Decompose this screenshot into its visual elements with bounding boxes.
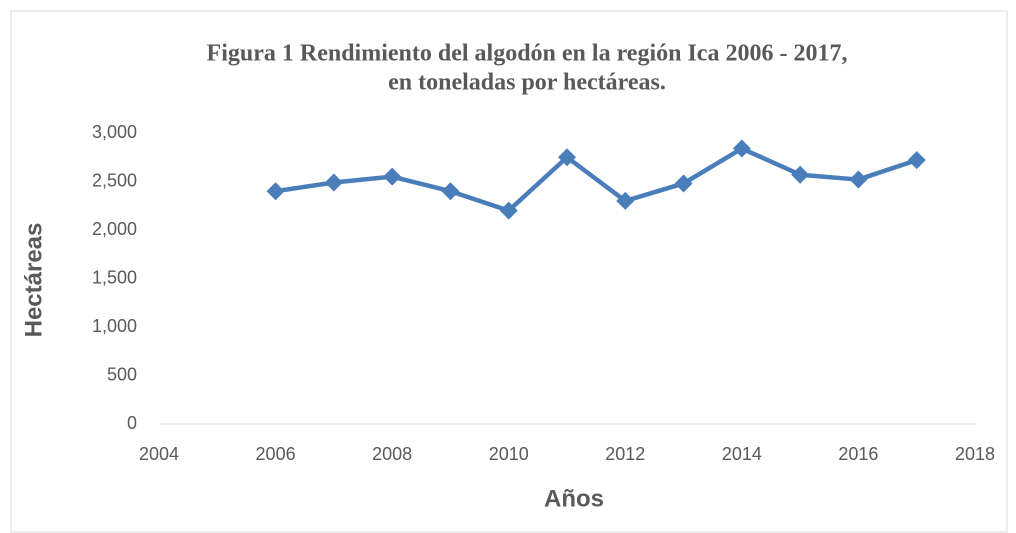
data-point <box>849 170 868 189</box>
data-point <box>266 182 285 201</box>
x-tick-label: 2004 <box>139 444 179 464</box>
data-point <box>558 148 576 167</box>
x-tick-label: 2016 <box>838 444 878 464</box>
y-tick-label: 500 <box>107 364 137 384</box>
data-point <box>616 191 635 210</box>
chart-title: en toneladas por hectáreas. <box>388 70 666 96</box>
data-point <box>441 182 460 201</box>
y-tick-label: 1,000 <box>92 316 137 336</box>
data-point <box>499 201 518 220</box>
y-axis-title: Hectáreas <box>20 223 47 338</box>
data-point <box>791 165 810 184</box>
data-point <box>732 139 751 158</box>
chart-frame <box>10 10 1008 533</box>
x-axis-title: Años <box>544 485 604 512</box>
y-tick-label: 2,000 <box>92 219 137 239</box>
data-point <box>324 173 343 192</box>
data-point <box>907 151 926 170</box>
y-tick-label: 3,000 <box>92 122 137 142</box>
data-point <box>674 174 693 193</box>
x-tick-label: 2012 <box>605 444 645 464</box>
x-tick-label: 2010 <box>489 444 529 464</box>
y-tick-label: 2,500 <box>92 170 137 190</box>
data-point <box>383 167 402 186</box>
y-tick-label: 0 <box>127 413 137 433</box>
y-tick-label: 1,500 <box>92 267 137 287</box>
x-tick-label: 2006 <box>256 444 296 464</box>
data-line <box>275 146 918 213</box>
chart-title: Figura 1 Rendimiento del algodón en la r… <box>207 41 848 67</box>
x-tick-label: 2018 <box>955 444 995 464</box>
x-tick-label: 2008 <box>372 444 412 464</box>
x-tick-label: 2014 <box>722 444 762 464</box>
